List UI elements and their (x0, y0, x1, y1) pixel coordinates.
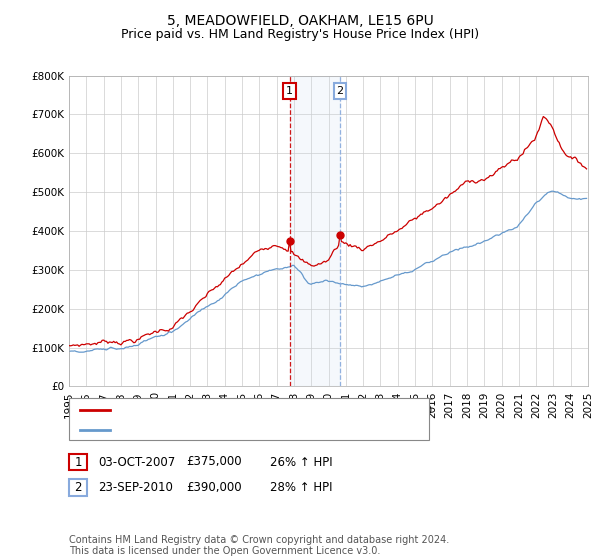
Text: 1: 1 (286, 86, 293, 96)
Text: 5, MEADOWFIELD, OAKHAM, LE15 6PU: 5, MEADOWFIELD, OAKHAM, LE15 6PU (167, 14, 433, 28)
Text: Price paid vs. HM Land Registry's House Price Index (HPI): Price paid vs. HM Land Registry's House … (121, 28, 479, 41)
Text: 2: 2 (74, 480, 82, 494)
Text: £390,000: £390,000 (186, 480, 242, 494)
Text: 03-OCT-2007: 03-OCT-2007 (98, 455, 175, 469)
Text: 1: 1 (74, 455, 82, 469)
Text: 2: 2 (337, 86, 344, 96)
Text: £375,000: £375,000 (186, 455, 242, 469)
Text: HPI: Average price, detached house, Rutland: HPI: Average price, detached house, Rutl… (117, 424, 367, 435)
Text: Contains HM Land Registry data © Crown copyright and database right 2024.
This d: Contains HM Land Registry data © Crown c… (69, 535, 449, 557)
Bar (290, 76, 340, 386)
Text: 23-SEP-2010: 23-SEP-2010 (98, 480, 173, 494)
Text: 28% ↑ HPI: 28% ↑ HPI (270, 480, 332, 494)
Text: 5, MEADOWFIELD, OAKHAM, LE15 6PU (detached house): 5, MEADOWFIELD, OAKHAM, LE15 6PU (detach… (117, 405, 433, 415)
Text: 26% ↑ HPI: 26% ↑ HPI (270, 455, 332, 469)
